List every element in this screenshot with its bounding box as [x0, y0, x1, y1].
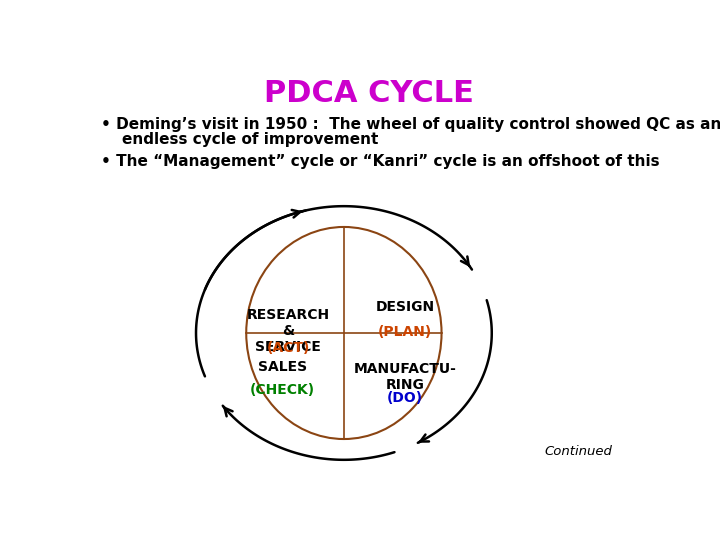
Text: PDCA CYCLE: PDCA CYCLE — [264, 79, 474, 109]
Text: endless cycle of improvement: endless cycle of improvement — [101, 132, 379, 147]
Text: SALES: SALES — [258, 360, 307, 374]
Text: DESIGN: DESIGN — [376, 300, 435, 314]
Text: (PLAN): (PLAN) — [378, 325, 433, 339]
Text: • The “Management” cycle or “Kanri” cycle is an offshoot of this: • The “Management” cycle or “Kanri” cycl… — [101, 154, 660, 169]
Text: (ACT): (ACT) — [266, 341, 310, 355]
Text: (CHECK): (CHECK) — [250, 383, 315, 397]
Text: RESEARCH
&
SERVICE: RESEARCH & SERVICE — [246, 308, 330, 354]
Text: Continued: Continued — [544, 445, 612, 458]
Text: (DO): (DO) — [387, 391, 423, 405]
Text: MANUFACTU-
RING: MANUFACTU- RING — [354, 362, 456, 392]
Text: • Deming’s visit in 1950 :  The wheel of quality control showed QC as an: • Deming’s visit in 1950 : The wheel of … — [101, 117, 720, 132]
